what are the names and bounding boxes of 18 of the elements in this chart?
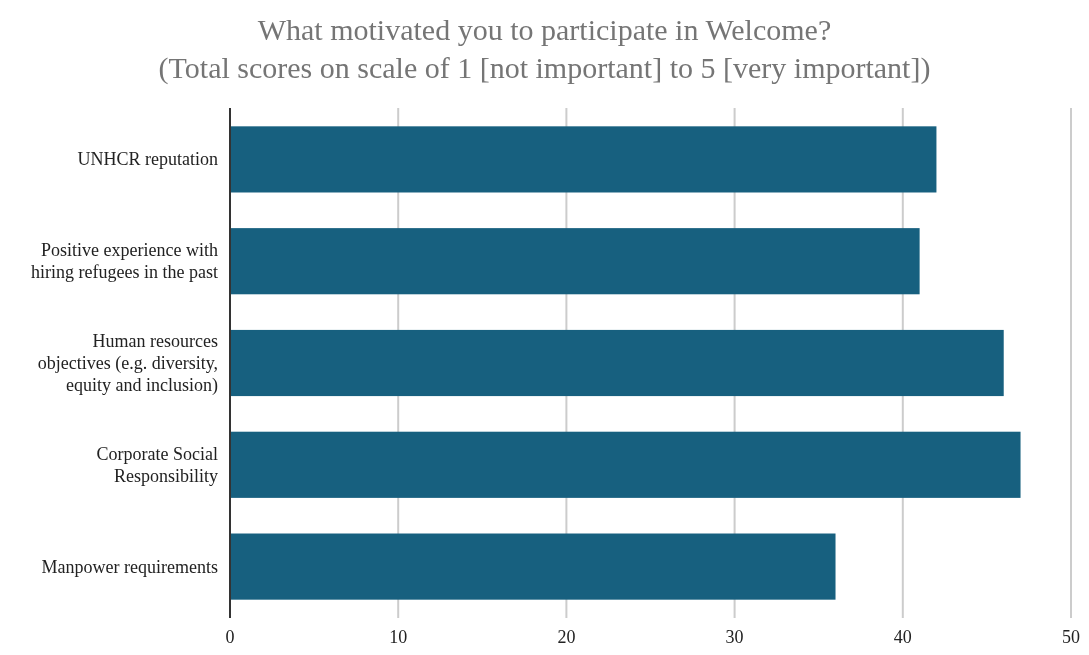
x-tick-label: 20 [557, 627, 576, 647]
y-tick-label: Human resources objectives (e.g. diversity, equity and inclusion) [37, 331, 218, 396]
bar [230, 329, 1004, 397]
x-tick-label: 0 [225, 627, 235, 647]
y-tick-label: Corporate Social Responsibility [96, 443, 218, 486]
x-tick-label: 40 [893, 627, 912, 647]
bar [230, 533, 836, 600]
bar [230, 431, 1021, 498]
x-tick-label: 30 [725, 627, 744, 647]
x-tick-label: 10 [389, 627, 408, 647]
chart-title: What motivated you to participate in Welcome? [257, 13, 832, 46]
bar [230, 228, 920, 295]
y-tick-label: UNHCR reputation [77, 149, 218, 170]
x-tick-label: 50 [1062, 627, 1080, 647]
y-tick-label: Manpower requirements [41, 556, 218, 577]
chart-subtitle: (Total scores on scale of 1 [not important] to 5 [very important]) [158, 51, 931, 85]
y-tick-label: Positive experience with hiring refugees in the past [31, 240, 218, 283]
bar [230, 126, 937, 193]
